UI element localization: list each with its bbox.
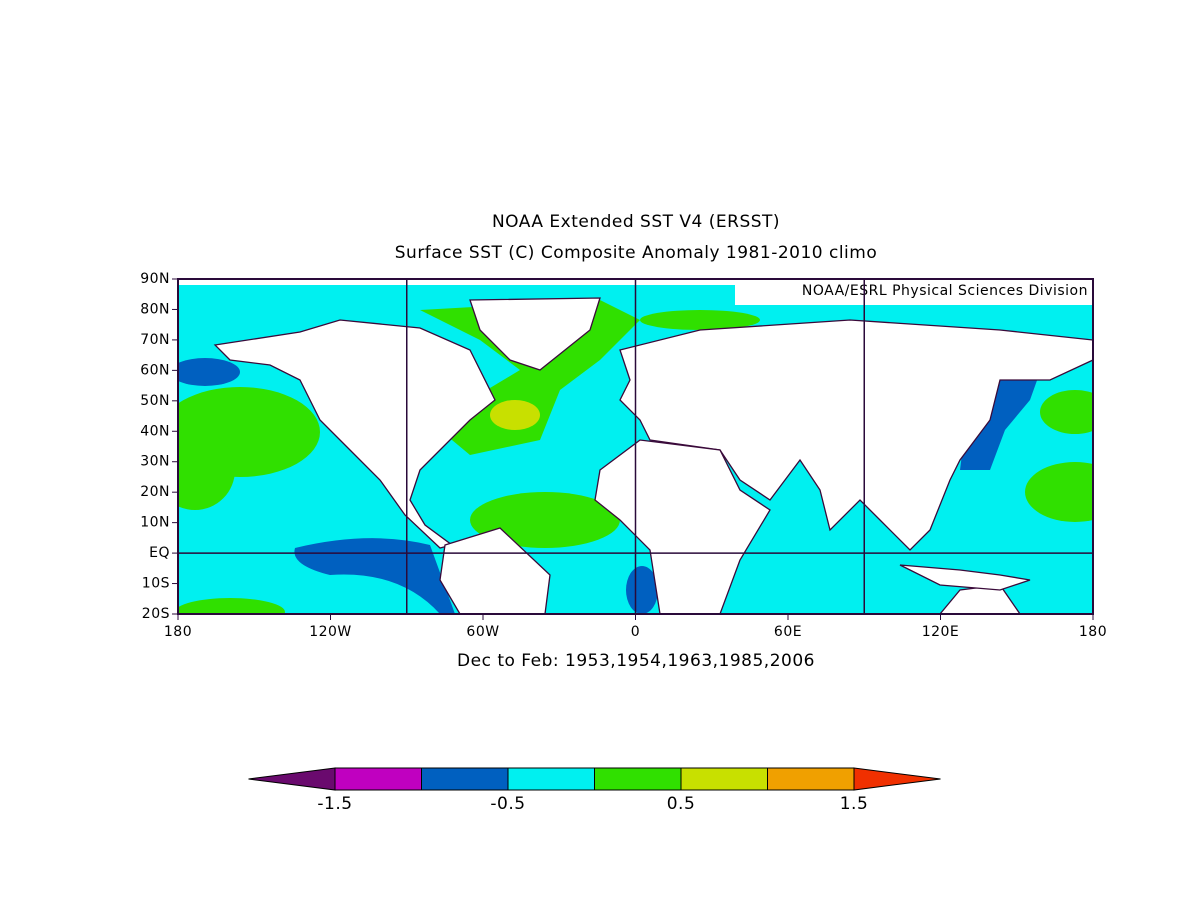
y-tick-label: 10S — [142, 576, 170, 592]
colorbar-label: 0.5 — [667, 794, 696, 814]
land — [594, 439, 771, 614]
land — [213, 319, 496, 549]
colorbar-segment — [680, 767, 768, 791]
x-tick-label: 180 — [1079, 624, 1107, 640]
axes: 180 120W 60W 0 60E 120E 180 90N 80N 70N 60N 50N 40N 3… — [140, 271, 1107, 640]
anomaly-region — [294, 538, 455, 614]
y-tick-label: 50N — [140, 393, 170, 409]
colorbar-label: -0.5 — [490, 794, 525, 814]
colorbar: -1.5 -0.5 0.5 1.5 — [248, 767, 941, 814]
anomaly-region — [178, 598, 285, 614]
map-field — [178, 279, 1093, 614]
colorbar-segment — [334, 767, 422, 791]
anomaly-region — [470, 492, 620, 548]
anomaly-region — [1040, 390, 1093, 434]
colorbar-end — [853, 767, 941, 791]
credit: NOAA/ESRL Physical Sciences Division — [802, 283, 1088, 299]
colorbar-segment — [594, 767, 682, 791]
y-tick-label: 60N — [140, 362, 170, 378]
title: NOAA Extended SST V4 (ERSST) — [492, 212, 780, 232]
anomaly-region — [626, 566, 658, 614]
anomaly-region — [640, 310, 760, 330]
y-tick-label: 30N — [140, 454, 170, 470]
y-tick-label: 90N — [140, 271, 170, 287]
colorbar-segment — [421, 767, 509, 791]
x-tick-label: 120E — [922, 624, 960, 640]
y-tick-label: EQ — [149, 545, 170, 561]
y-tick-label: 20S — [142, 606, 170, 622]
y-tick-label: 80N — [140, 301, 170, 317]
x-tick-label: 0 — [631, 624, 640, 640]
colorbar-end — [248, 767, 336, 791]
x-tick-label: 60W — [466, 624, 499, 640]
x-tick-label: 180 — [164, 624, 192, 640]
map-frame — [177, 278, 1094, 615]
x-tick-label: 60E — [774, 624, 802, 640]
x-tick-label: 120W — [309, 624, 352, 640]
y-tick-label: 70N — [140, 332, 170, 348]
anomaly-region — [960, 372, 1040, 470]
anomaly-region — [178, 358, 240, 386]
land — [469, 297, 601, 371]
colorbar-segment — [507, 767, 595, 791]
anomaly-region — [1025, 462, 1093, 522]
caption: Dec to Feb: 1953,1954,1963,1985,2006 — [457, 651, 815, 671]
credit-box — [735, 279, 1093, 305]
land — [439, 527, 551, 614]
colorbar-label: 1.5 — [840, 794, 869, 814]
anomaly-region — [490, 400, 540, 430]
colorbar-segment — [767, 767, 855, 791]
y-tick-label: 10N — [140, 515, 170, 531]
anomaly-region — [178, 430, 235, 510]
y-tick-label: 40N — [140, 423, 170, 439]
land — [899, 564, 1031, 591]
land — [619, 319, 1093, 551]
colorbar-label: -1.5 — [317, 794, 352, 814]
y-tick-label: 20N — [140, 484, 170, 500]
subtitle: Surface SST (C) Composite Anomaly 1981-2… — [395, 243, 878, 263]
